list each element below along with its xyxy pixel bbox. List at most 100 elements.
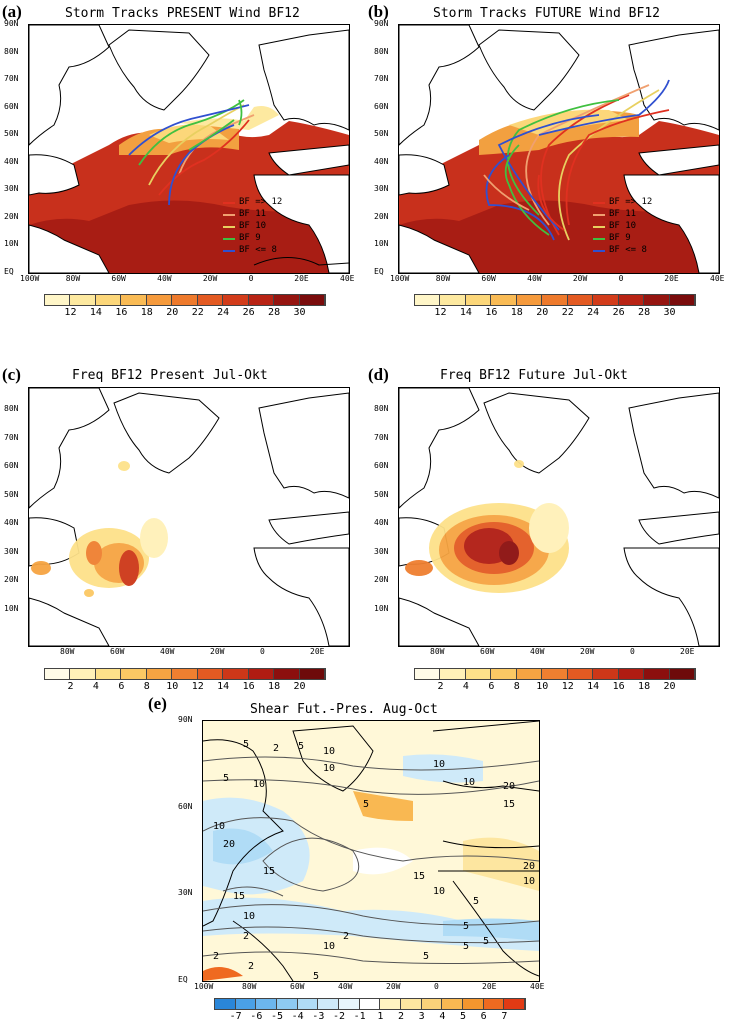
colorbar-shear: -7 -6 -5 -4 -3 -2 -1 1 2 3 4 5 6 7 bbox=[214, 998, 526, 1022]
colorbar-swatch bbox=[421, 999, 443, 1009]
lat-tick-d: 30N bbox=[374, 546, 389, 556]
colorbar-freq-c: 2 4 6 8 10 12 14 16 18 20 bbox=[44, 668, 326, 692]
colorbar-swatch bbox=[256, 999, 277, 1009]
colorbar-swatch bbox=[95, 669, 122, 679]
lat-tick-d: 40N bbox=[374, 518, 389, 527]
colorbar-swatch bbox=[339, 999, 360, 1009]
colorbar-swatch bbox=[297, 999, 319, 1009]
colorbar-label: 4 bbox=[92, 681, 99, 692]
lat-tick-a: 70N bbox=[4, 74, 19, 84]
colorbar-label: 10 bbox=[536, 681, 549, 692]
panel-title: Freq BF12 Future Jul-Okt bbox=[440, 368, 628, 383]
colorbar-swatch bbox=[516, 295, 543, 305]
map-storm-tracks-future: BF => 12 BF 11 BF 10 BF 9 BF <= 8 bbox=[398, 24, 720, 274]
contour-label: 2 bbox=[273, 743, 280, 754]
colorbar-label: 12 bbox=[64, 307, 77, 318]
colorbar-label: -7 bbox=[229, 1011, 242, 1022]
panel-label: (a) bbox=[2, 2, 22, 21]
colorbar-label: 26 bbox=[242, 307, 255, 318]
colorbar-swatch bbox=[401, 999, 422, 1009]
colorbar-swatch bbox=[593, 295, 619, 305]
lon-tick-c: 80W bbox=[60, 647, 75, 656]
colorbar-swatch bbox=[440, 295, 466, 305]
colorbar-swatch bbox=[235, 999, 257, 1009]
lat-tick-c: 80N bbox=[4, 404, 19, 413]
lon-tick-d: 20W bbox=[580, 647, 595, 656]
map-shear-diff: 5 2 10 5 10 10 5 10 5 10 15 20 10 20 15 10 15 10 5 2 15 10 2 5 5… bbox=[202, 720, 540, 982]
lat-tick-e: 60N bbox=[178, 801, 193, 811]
colorbar-label: 2 bbox=[67, 681, 74, 692]
colorbar-label: 1 bbox=[377, 1011, 384, 1022]
lon-tick-d: 40W bbox=[530, 647, 545, 656]
contour-label: 5 bbox=[463, 921, 470, 932]
lon-tick-e: 20E bbox=[482, 982, 497, 991]
colorbar-label: 5 bbox=[459, 1011, 467, 1022]
lon-tick-b: 80W bbox=[435, 274, 451, 283]
colorbar-swatch bbox=[172, 295, 198, 305]
lat-tick-d: 10N bbox=[374, 603, 389, 613]
lat-tick-b: EQ bbox=[374, 267, 384, 276]
lon-tick-a: 60W bbox=[111, 274, 126, 283]
colorbar-label: 4 bbox=[462, 681, 469, 692]
lon-tick-b: 40W bbox=[527, 274, 542, 283]
lon-tick-a: 80W bbox=[65, 274, 81, 283]
colorbar-swatch bbox=[618, 669, 645, 679]
contour-label: 20 bbox=[523, 861, 536, 872]
colorbar-label: 26 bbox=[612, 307, 625, 318]
lat-tick-d: 80N bbox=[374, 404, 389, 413]
colorbar-swatch bbox=[644, 295, 670, 305]
contour-label: 10 bbox=[523, 876, 536, 887]
lat-tick-d: 70N bbox=[374, 432, 389, 442]
colorbar-label: 4 bbox=[439, 1011, 446, 1022]
contour-label: 5 bbox=[473, 896, 480, 907]
panel-title: Storm Tracks PRESENT Wind BF12 bbox=[65, 6, 300, 21]
colorbar-swatch bbox=[299, 295, 325, 305]
lat-tick-b: 60N bbox=[374, 101, 389, 111]
colorbar-label: -6 bbox=[250, 1011, 263, 1022]
lon-tick-d: 0 bbox=[630, 647, 635, 656]
lon-tick-e: 80W bbox=[242, 982, 257, 991]
contour-label: 10 bbox=[433, 759, 446, 770]
colorbar-swatch bbox=[669, 295, 695, 305]
contour-label: 5 bbox=[313, 971, 320, 982]
lon-tick-d: 80W bbox=[430, 647, 445, 656]
colorbar-label: 10 bbox=[166, 681, 179, 692]
colorbar-label: 14 bbox=[217, 681, 230, 692]
contour-label: 2 bbox=[248, 961, 255, 972]
lon-tick-d: 20E bbox=[680, 647, 695, 656]
colorbar-swatch bbox=[45, 295, 71, 305]
colorbar-swatch bbox=[504, 999, 525, 1009]
colorbar-label: 20 bbox=[293, 681, 306, 692]
colorbar-label: -4 bbox=[291, 1011, 304, 1022]
colorbar-label: 14 bbox=[89, 307, 102, 318]
lon-tick-e: 60W bbox=[290, 982, 305, 991]
lat-tick-c: 10N bbox=[4, 603, 19, 613]
lat-tick-e: EQ bbox=[178, 975, 188, 984]
lon-tick-a: 20W bbox=[202, 274, 218, 283]
contour-label: 5 bbox=[223, 773, 230, 784]
colorbar-swatch bbox=[465, 295, 492, 305]
colorbar-label: -2 bbox=[332, 1011, 346, 1022]
colorbar-swatch bbox=[442, 999, 463, 1009]
colorbar-label: -5 bbox=[270, 1011, 284, 1022]
contour-label: 5 bbox=[423, 951, 430, 962]
map-freq-present bbox=[28, 387, 350, 647]
lon-tick-c: 0 bbox=[260, 647, 265, 656]
contour-label: 10 bbox=[253, 779, 266, 790]
colorbar-swatch bbox=[121, 295, 147, 305]
lat-tick-b: 70N bbox=[374, 74, 389, 84]
contour-label: 10 bbox=[243, 911, 256, 922]
lon-tick-b: 0 bbox=[618, 274, 624, 283]
colorbar-label: 20 bbox=[166, 307, 179, 318]
colorbar-label: 2 bbox=[397, 1011, 405, 1022]
panel-label: (b) bbox=[368, 2, 389, 21]
colorbar-label: 22 bbox=[191, 307, 204, 318]
lon-tick-b: 40E bbox=[710, 274, 725, 283]
contour-label: 5 bbox=[483, 936, 490, 947]
lat-tick-a: 50N bbox=[4, 129, 19, 139]
colorbar-label: 18 bbox=[140, 307, 153, 318]
colorbar-swatch bbox=[223, 669, 249, 679]
lon-tick-a: 40E bbox=[340, 274, 355, 283]
lon-tick-a: 40W bbox=[157, 274, 172, 283]
lon-tick-b: 20W bbox=[572, 274, 588, 283]
